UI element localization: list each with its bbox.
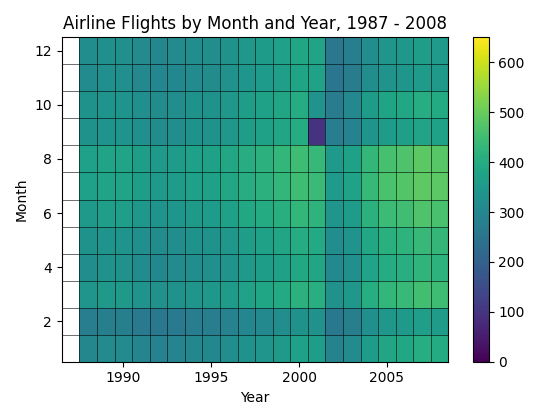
Y-axis label: Month: Month <box>15 178 29 221</box>
X-axis label: Year: Year <box>240 391 270 405</box>
Title: Airline Flights by Month and Year, 1987 - 2008: Airline Flights by Month and Year, 1987 … <box>63 15 447 33</box>
